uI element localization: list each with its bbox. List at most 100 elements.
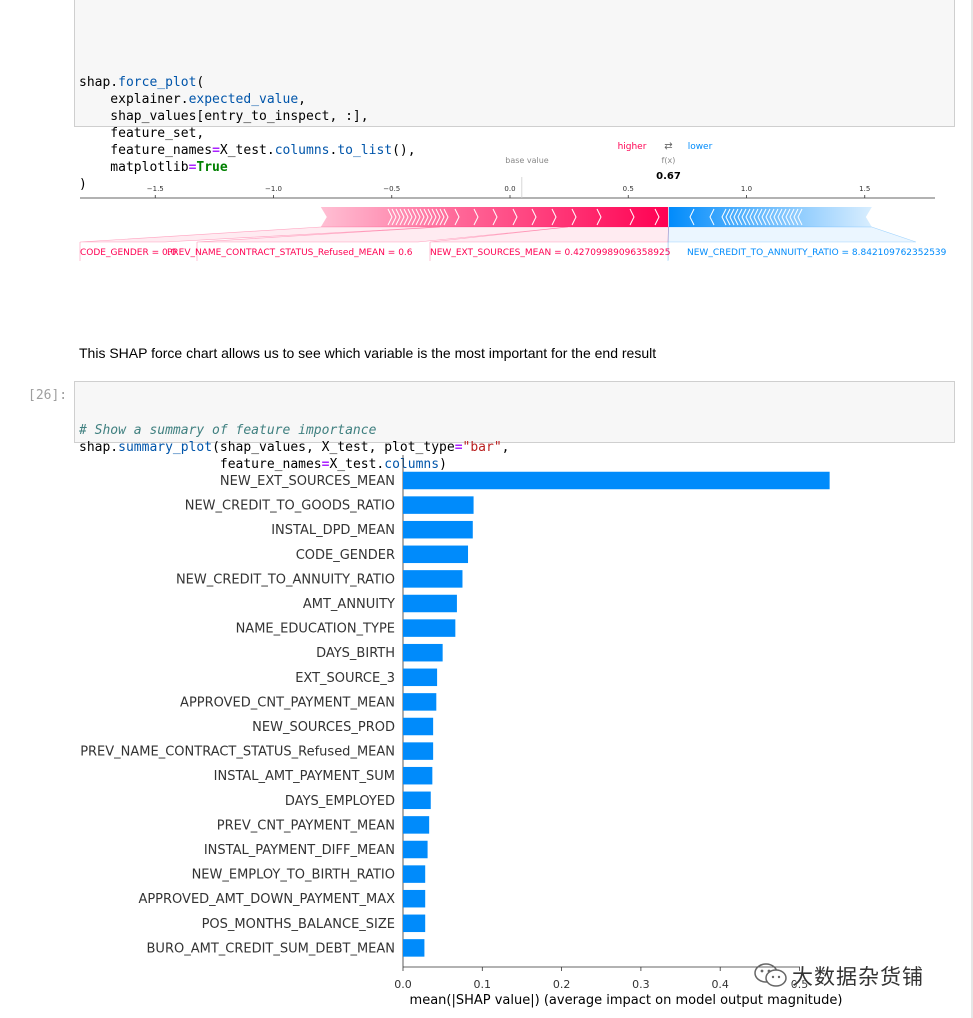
code-token: expected_value [188,92,299,107]
force-chevron [709,208,715,226]
code-token: explainer. [79,92,189,107]
bar [403,865,426,883]
code-token: columns [274,143,330,158]
code-token: , [298,92,306,107]
force-chevron [629,208,635,226]
code-line: explainer.expected_value, [79,91,950,108]
force-feature-label: NEW_EXT_SOURCES_MEAN = 0.427099890963589… [430,248,670,258]
bar-category-label: INSTAL_AMT_PAYMENT_SUM [214,769,395,784]
code-cell-force-plot[interactable]: shap.force_plot( explainer.expected_valu… [74,0,955,192]
bar-category-label: DAYS_BIRTH [316,646,395,661]
scrollbar[interactable] [971,0,973,1018]
force-axis-tick-label: 1.5 [859,185,870,193]
force-chevron [689,208,695,226]
code-token: shap_values[entry_to_inspect, :], [79,109,369,124]
fx-label: f(x) [662,156,676,165]
force-chevron [571,208,577,226]
bar-category-label: EXT_SOURCE_3 [295,671,395,686]
code-line: # Show a summary of feature importance [79,422,950,439]
force-axis-tick-label: −1.5 [147,185,164,193]
bar [403,766,433,785]
lower-label: lower [688,142,713,152]
force-axis-tick-label: −1.0 [265,185,282,193]
force-chevron [427,208,433,226]
code-token: = [321,457,330,472]
code-token: = [212,143,220,158]
code-token: . [329,143,338,158]
bar-category-label: BURO_AMT_CREDIT_SUM_DEBT_MEAN [147,941,395,956]
bar-category-label: NEW_EXT_SOURCES_MEAN [220,474,395,489]
force-connector [79,226,441,243]
bar [403,840,428,859]
code-token: X_test. [329,457,385,472]
force-chevron [741,208,747,226]
bar-category-label: INSTAL_DPD_MEAN [271,523,395,538]
code-line-cut [79,37,950,40]
bar [403,889,426,908]
force-chevron [765,208,771,226]
force-chevron [721,208,727,226]
x-axis-tick-label: 0.1 [474,978,492,991]
watermark: 大数据杂货铺 [752,960,952,992]
arrows-icon: ⇄ [664,141,672,152]
force-feature-label: NEW_CREDIT_TO_ANNUITY_RATIO = 8.84210976… [687,248,947,258]
cell-prompt: [26]: [28,388,68,403]
force-chevron [757,208,763,226]
force-chevron [411,208,417,226]
force-chevron [745,208,751,226]
code-token: feature_names [79,457,322,472]
force-chevron [596,208,602,226]
force-chevron [431,208,437,226]
x-axis-tick-label: 0.2 [553,978,571,991]
force-chevron [749,208,755,226]
code-token: ) [79,177,87,192]
x-axis-tick-label: 0.3 [632,978,650,991]
code-line: shap.summary_plot(shap_values, X_test, p… [79,439,950,456]
force-chevron [531,208,537,226]
force-chevron [753,208,759,226]
force-chevron [407,208,413,226]
bar [403,939,425,957]
code-token: X_test. [219,143,275,158]
bar-category-label: DAYS_EMPLOYED [285,794,395,809]
bar-category-label: APPROVED_CNT_PAYMENT_MEAN [180,695,395,710]
code-line: feature_set, [79,125,950,142]
force-connector [667,226,917,243]
force-chevron [777,208,783,226]
bar [403,471,830,490]
force-chevron [395,208,401,226]
code-token: , [501,440,510,455]
wechat-icon [754,963,787,987]
force-chevron [761,208,767,226]
force-chevron [785,208,791,226]
force-chevron [492,208,498,226]
force-chevron [399,208,405,226]
force-chevron [473,208,479,226]
force-chevron [419,208,425,226]
bar [403,545,469,564]
code-token: True [196,160,228,175]
code-token: columns [384,457,440,472]
force-chevron [737,208,743,226]
force-chevron [729,208,735,226]
watermark-text: 大数据杂货铺 [792,965,924,989]
bar [403,914,426,933]
code-token: "bar" [462,440,502,455]
code-line: feature_names=X_test.columns.to_list(), [79,142,950,159]
code-lines: # Show a summary of feature importance sh… [79,422,950,473]
code-token: = [454,440,463,455]
code-cell-summary-plot[interactable]: # Show a summary of feature importance sh… [74,381,955,472]
bar [403,717,434,736]
code-token: summary_plot [118,440,213,455]
base-value-label: base value [505,156,549,165]
force-chevron [387,208,393,226]
force-chevron [439,208,445,226]
higher-label: higher [618,142,647,152]
force-chevron [443,208,449,226]
markdown-text: This SHAP force chart allows us to see w… [79,345,657,361]
code-token: (shap_values, X_test, plot_type [212,440,455,455]
force-chevron [512,208,518,226]
bar-category-label: NAME_EDUCATION_TYPE [236,622,395,637]
code-token: feature_set, [79,126,205,141]
bar-category-label: NEW_SOURCES_PROD [252,720,395,735]
